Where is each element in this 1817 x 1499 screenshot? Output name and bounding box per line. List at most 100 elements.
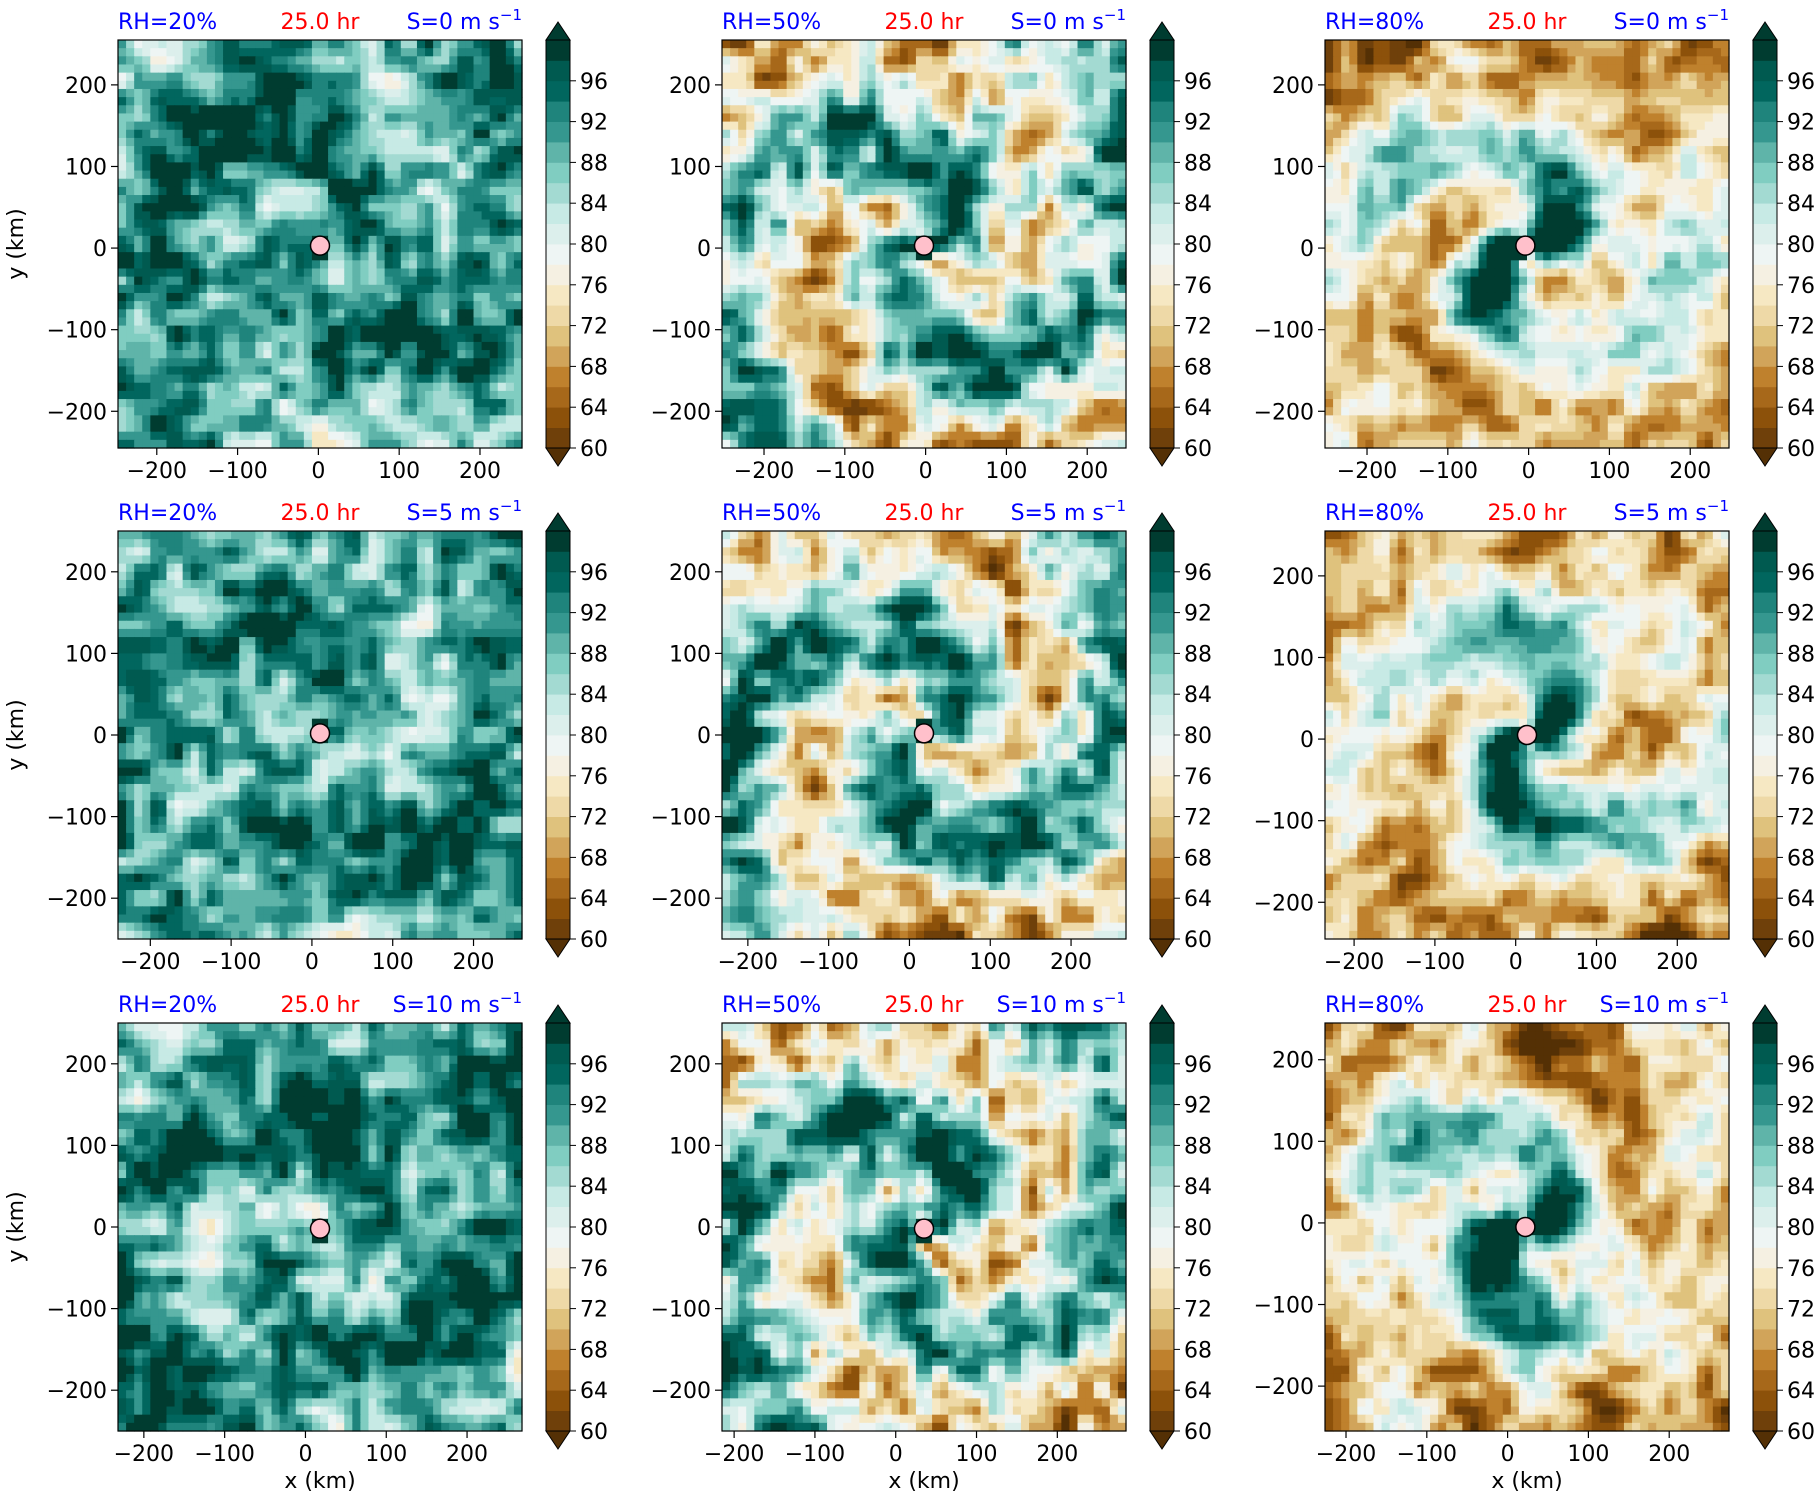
colorbar-tick-label: 80 — [580, 233, 608, 258]
colorbar-tick-label: 72 — [580, 315, 608, 340]
y-tick-label: 0 — [697, 1216, 711, 1241]
colorbar-extend-max — [546, 513, 570, 531]
colorbar-bin — [1150, 1370, 1174, 1391]
colorbar-tick-label: 64 — [580, 396, 608, 421]
y-tick-label: −100 — [1254, 1294, 1314, 1319]
colorbar-bin — [1753, 183, 1777, 204]
shear-label: S=0 m s−1 — [1011, 6, 1126, 35]
colorbar-tick-label: 68 — [1787, 1338, 1815, 1363]
x-tick-label: 0 — [305, 950, 319, 975]
colorbar-bin — [1150, 633, 1174, 654]
time-label: 25.0 hr — [1488, 501, 1568, 526]
colorbar-bin — [1150, 1105, 1174, 1126]
colorbar-extend-min — [1150, 448, 1174, 466]
colorbar-tick-label: 84 — [1787, 192, 1815, 217]
colorbar-bin — [1753, 1043, 1777, 1064]
y-tick-label: −100 — [47, 806, 107, 831]
colorbar-bin — [1753, 1145, 1777, 1166]
shear-label: S=10 m s−1 — [393, 989, 522, 1018]
y-tick-label: 200 — [1272, 565, 1314, 590]
y-tick-label: −100 — [47, 1298, 107, 1323]
rh-label: RH=80% — [1325, 10, 1424, 35]
colorbar-bin — [546, 1411, 570, 1432]
y-tick-label: −100 — [1254, 810, 1314, 835]
colorbar-bin — [1753, 1023, 1777, 1044]
colorbar-bin — [546, 346, 570, 367]
colorbar-tick-label: 84 — [580, 1175, 608, 1200]
storm-center-marker — [1516, 1218, 1535, 1237]
colorbar-tick-label: 96 — [1184, 561, 1212, 586]
colorbar-bin — [1753, 653, 1777, 674]
colorbar-tick-label: 68 — [1184, 846, 1212, 871]
colorbar-bin — [1753, 898, 1777, 919]
colorbar-tick-label: 96 — [1787, 70, 1815, 95]
colorbar-bin — [1753, 796, 1777, 817]
colorbar-tick-label: 64 — [1787, 1379, 1815, 1404]
x-tick-label: 100 — [1588, 459, 1630, 484]
colorbar-bin — [1150, 162, 1174, 183]
colorbar-bin — [1753, 776, 1777, 797]
colorbar-bin — [546, 857, 570, 878]
colorbar-bin — [546, 264, 570, 285]
colorbar-tick-label: 88 — [580, 151, 608, 176]
y-tick-label: 0 — [1300, 728, 1314, 753]
x-tick-label: −200 — [704, 1442, 764, 1467]
colorbar-bin — [1150, 101, 1174, 122]
y-tick-label: 0 — [1300, 1212, 1314, 1237]
colorbar-bin — [1753, 817, 1777, 838]
colorbar-bin — [546, 1268, 570, 1289]
colorbar-extend-max — [1150, 513, 1174, 531]
storm-center-marker — [311, 1219, 330, 1238]
colorbar-extend-min — [1150, 939, 1174, 957]
y-tick-label: 0 — [697, 724, 711, 749]
colorbar-bin — [1753, 1370, 1777, 1391]
colorbar-bin — [1753, 326, 1777, 347]
y-tick-label: 0 — [697, 237, 711, 262]
x-tick-label: 100 — [969, 950, 1011, 975]
colorbar-tick-label: 84 — [580, 192, 608, 217]
colorbar-tick-label: 88 — [1184, 642, 1212, 667]
x-tick-label: −200 — [114, 1442, 174, 1467]
rh-label: RH=20% — [118, 993, 217, 1018]
colorbar-bin — [1753, 60, 1777, 81]
colorbar-bin — [546, 613, 570, 634]
rh-label: RH=50% — [722, 10, 821, 35]
y-tick-label: −200 — [651, 887, 711, 912]
colorbar-tick-label: 96 — [580, 561, 608, 586]
colorbar-bin — [1753, 264, 1777, 285]
colorbar-tick-label: 92 — [1184, 1094, 1212, 1119]
colorbar-tick-label: 88 — [580, 642, 608, 667]
colorbar-bin — [1753, 1309, 1777, 1330]
x-tick-label: 100 — [372, 950, 414, 975]
colorbar-bin — [1150, 898, 1174, 919]
colorbar-bin — [1753, 1329, 1777, 1350]
colorbar-tick-label: 76 — [1184, 765, 1212, 790]
colorbar-extend-max — [1150, 22, 1174, 40]
colorbar-bin — [546, 1145, 570, 1166]
colorbar-tick-label: 80 — [1184, 1216, 1212, 1241]
colorbar-tick-label: 80 — [1184, 724, 1212, 749]
colorbar-bin — [1753, 81, 1777, 102]
colorbar-bin — [546, 796, 570, 817]
colorbar-tick-label: 84 — [1184, 683, 1212, 708]
colorbar-bin — [546, 1186, 570, 1207]
x-tick-label: 200 — [1656, 950, 1698, 975]
colorbar-bin — [1753, 857, 1777, 878]
time-label: 25.0 hr — [885, 10, 965, 35]
colorbar-extend-min — [546, 939, 570, 957]
y-tick-label: 100 — [65, 155, 107, 180]
time-label: 25.0 hr — [885, 993, 965, 1018]
colorbar-bin — [546, 387, 570, 408]
y-tick-label: −200 — [651, 1379, 711, 1404]
colorbar-tick-label: 92 — [1184, 111, 1212, 136]
colorbar-bin — [546, 428, 570, 449]
colorbar-bin — [1753, 1227, 1777, 1248]
